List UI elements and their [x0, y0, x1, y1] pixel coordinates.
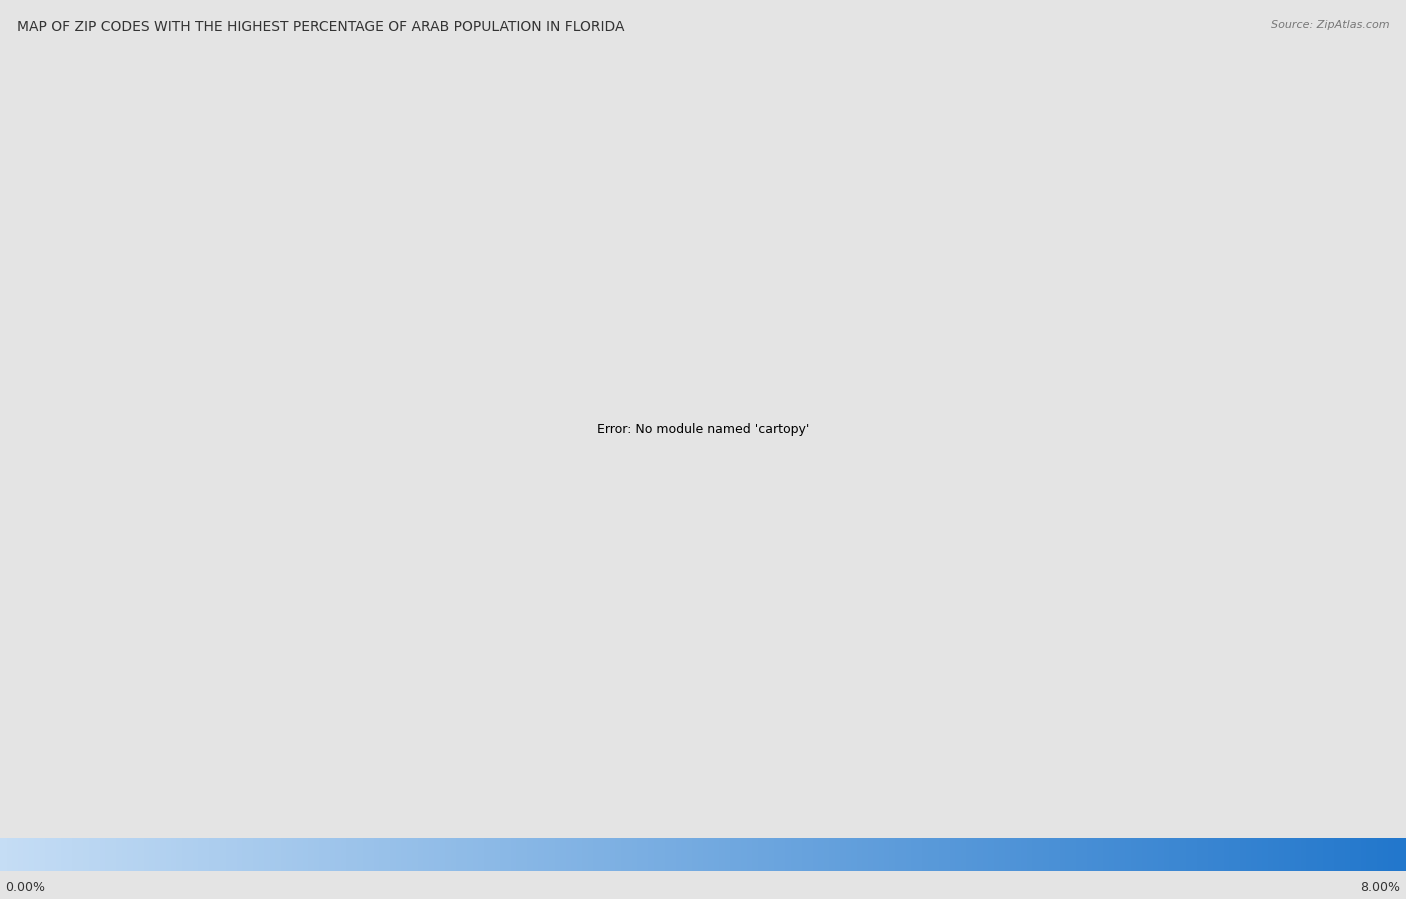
Text: 0.00%: 0.00%: [6, 881, 45, 895]
Text: MAP OF ZIP CODES WITH THE HIGHEST PERCENTAGE OF ARAB POPULATION IN FLORIDA: MAP OF ZIP CODES WITH THE HIGHEST PERCEN…: [17, 20, 624, 34]
Text: Error: No module named 'cartopy': Error: No module named 'cartopy': [596, 423, 810, 436]
Text: Source: ZipAtlas.com: Source: ZipAtlas.com: [1271, 20, 1389, 30]
Text: 8.00%: 8.00%: [1361, 881, 1400, 895]
